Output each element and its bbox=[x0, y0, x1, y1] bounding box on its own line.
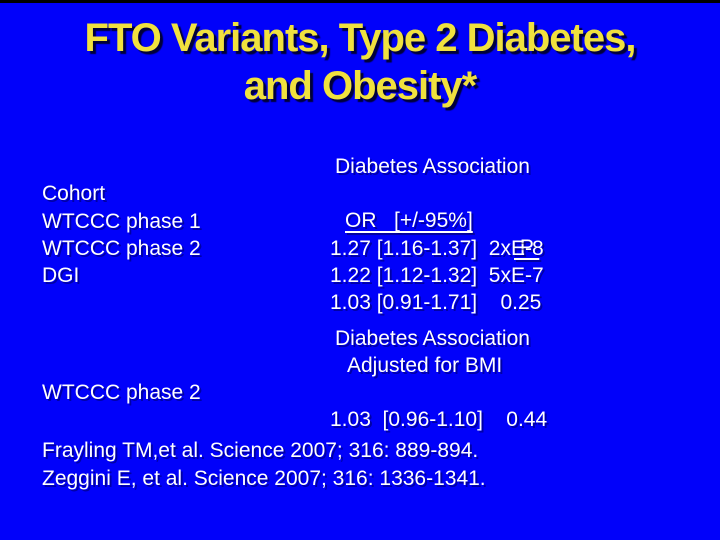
reference-line: Zeggini E, et al. Science 2007; 316: 133… bbox=[0, 438, 720, 490]
slide-title-line2: and Obesity* bbox=[243, 64, 478, 108]
cohort-column-label: Cohort bbox=[42, 182, 106, 205]
row-values: 1.03 [0.91-1.71] 0.25 bbox=[330, 291, 542, 314]
or-ci-column-label: OR [+/-95%] bbox=[345, 209, 473, 232]
table-row: WTCCC phase 2 1.22 [1.12-1.32] 5xE-7 bbox=[0, 208, 720, 287]
table-row: WTCCC phase 2 1.03 [0.96-1.10] 0.44 bbox=[0, 352, 720, 431]
table1-header: Diabetes Association bbox=[335, 155, 530, 178]
top-edge-bar bbox=[0, 0, 720, 3]
row-cohort: WTCCC phase 1 bbox=[42, 210, 201, 233]
slide-title: FTO Variants, Type 2 Diabetes, and Obesit… bbox=[0, 14, 720, 110]
table2-header-row2: Adjusted for BMI bbox=[0, 325, 720, 377]
table1-header-row: Diabetes Association bbox=[0, 126, 720, 178]
row-cohort: WTCCC phase 2 bbox=[42, 237, 201, 260]
row-values: 1.22 [1.12-1.32] 5xE-7 bbox=[330, 264, 544, 287]
slide-title-line1: FTO Variants, Type 2 Diabetes, bbox=[84, 16, 637, 60]
reference-line: Frayling TM,et al. Science 2007; 316: 88… bbox=[0, 410, 720, 462]
table2-header-line2: Adjusted for BMI bbox=[347, 354, 503, 377]
reference-text: Frayling TM,et al. Science 2007; 316: 88… bbox=[42, 439, 479, 462]
p-column-label: P bbox=[514, 236, 540, 259]
row-cohort: DGI bbox=[42, 264, 80, 287]
row-cohort: WTCCC phase 2 bbox=[42, 381, 201, 404]
table-row: DGI 1.03 [0.91-1.71] 0.25 bbox=[0, 235, 720, 314]
reference-text: Zeggini E, et al. Science 2007; 316: 133… bbox=[42, 467, 486, 490]
table-row: WTCCC phase 1 1.27 [1.16-1.37] 2xE-8 bbox=[0, 181, 720, 260]
row-values: 1.03 [0.96-1.10] 0.44 bbox=[330, 408, 548, 431]
table1-column-header-row: Cohort OR [+/-95%] P bbox=[0, 153, 720, 259]
row-values: 1.27 [1.16-1.37] 2xE-8 bbox=[330, 237, 544, 260]
table2-header-row1: Diabetes Association bbox=[0, 298, 720, 350]
table2-header-line1: Diabetes Association bbox=[335, 327, 530, 350]
